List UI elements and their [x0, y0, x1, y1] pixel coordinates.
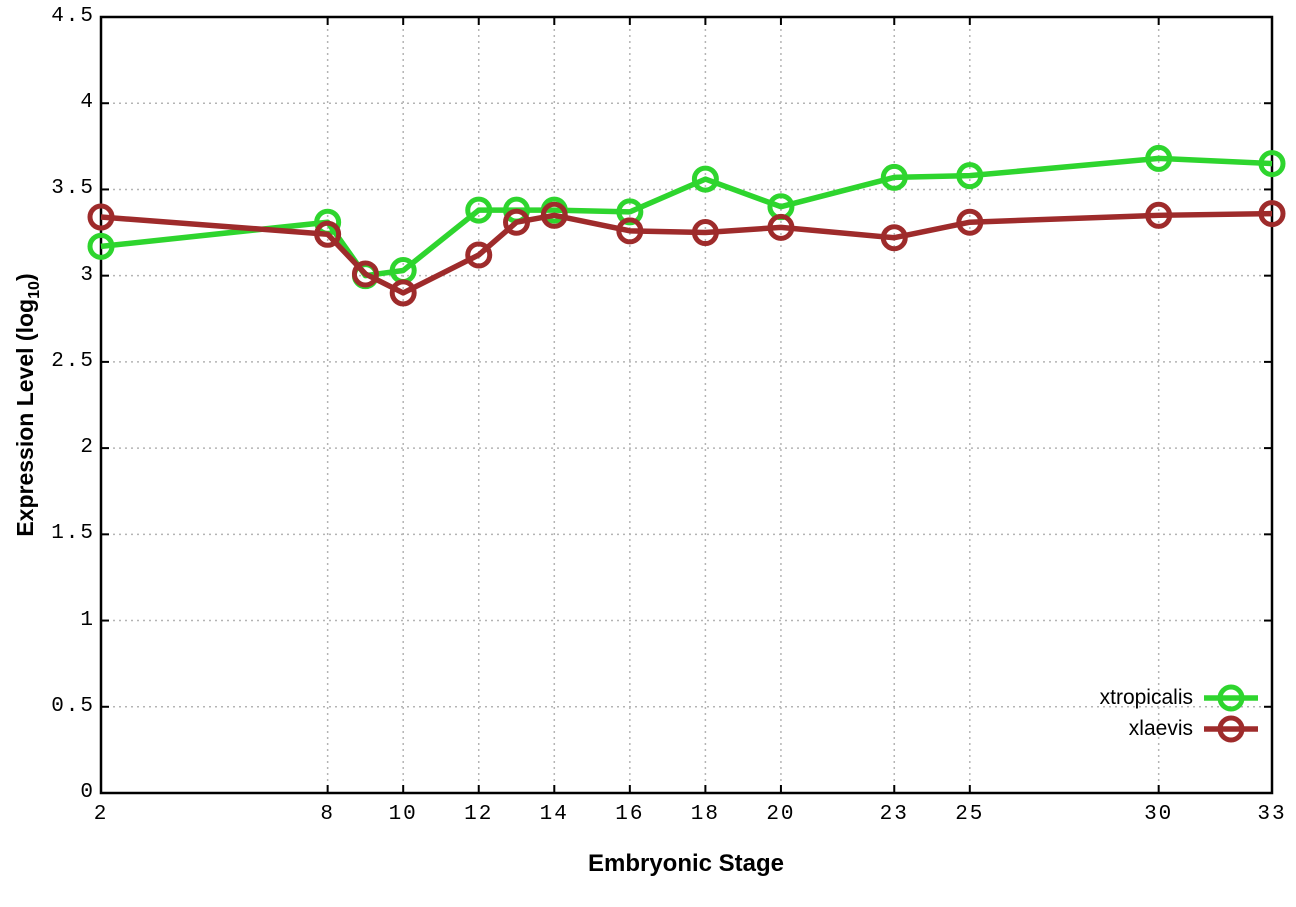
data-point-xtropicalis	[1258, 150, 1286, 178]
x-tick-label: 16	[615, 803, 645, 826]
y-tick-label: 3.5	[51, 177, 95, 201]
data-point-xlaevis	[956, 208, 984, 236]
data-point-xlaevis	[1145, 201, 1173, 229]
legend-item-xtropicalis: xtropicalis	[1100, 684, 1260, 712]
data-point-xlaevis	[87, 203, 115, 231]
plot-frame	[99, 15, 1274, 795]
data-point-xtropicalis	[87, 232, 115, 260]
data-point-xtropicalis	[616, 198, 644, 226]
x-tick-label: 18	[690, 803, 720, 826]
x-tick-label: 20	[766, 803, 796, 826]
x-axis-title: Embryonic Stage	[587, 850, 785, 877]
data-point-xtropicalis	[880, 163, 908, 191]
x-tick-label: 2	[93, 803, 109, 826]
legend-sample-point	[1217, 684, 1245, 712]
x-tick-label: 23	[879, 803, 909, 826]
legend: xtropicalis xlaevis	[1100, 684, 1260, 743]
data-point-xlaevis	[314, 220, 342, 248]
y-tick-label: 1.5	[51, 522, 95, 546]
legend-marker-xlaevis	[1204, 715, 1258, 743]
y-tick-label: 1	[80, 608, 95, 632]
data-point-xlaevis	[503, 208, 531, 236]
x-tick-label: 12	[464, 803, 494, 826]
x-tick-label: 25	[955, 803, 985, 826]
data-point-xtropicalis	[956, 162, 984, 190]
y-tick-label: 4.5	[51, 5, 95, 28]
x-tick-label: 8	[320, 803, 335, 826]
y-tick-label: 0.5	[51, 694, 95, 718]
x-tick-label: 10	[388, 803, 418, 826]
data-point-xtropicalis	[1145, 144, 1173, 172]
data-point-xlaevis	[1258, 200, 1286, 228]
y-tick-label: 2.5	[51, 349, 95, 373]
legend-sample-point	[1217, 715, 1245, 743]
data-point-xlaevis	[465, 241, 493, 269]
y-tick-label: 2	[80, 436, 95, 460]
data-point-xtropicalis	[465, 196, 493, 224]
data-point-xlaevis	[691, 219, 719, 247]
y-tick-label: 4	[80, 91, 95, 115]
y-axis-title: Expression Level (log10)	[12, 273, 44, 536]
x-tick-label: 30	[1144, 803, 1174, 826]
data-point-xlaevis	[540, 201, 568, 229]
data-point-xtropicalis	[691, 165, 719, 193]
y-tick-label: 0	[80, 781, 95, 804]
y-tick-label: 3	[80, 263, 95, 287]
y-axis-title-text: Expression Level (log	[12, 298, 38, 537]
x-tick-label: 14	[539, 803, 569, 826]
data-point-xlaevis	[880, 224, 908, 252]
legend-item-xlaevis: xlaevis	[1129, 715, 1260, 743]
data-point-xlaevis	[351, 260, 379, 288]
legend-marker-xtropicalis	[1204, 684, 1258, 712]
legend-label: xlaevis	[1128, 717, 1193, 740]
data-point-xlaevis	[389, 279, 417, 307]
legend-label: xtropicalis	[1099, 686, 1193, 709]
data-point-xlaevis	[767, 213, 795, 241]
data-point-xlaevis	[616, 217, 644, 245]
x-tick-label: 33	[1257, 803, 1287, 826]
